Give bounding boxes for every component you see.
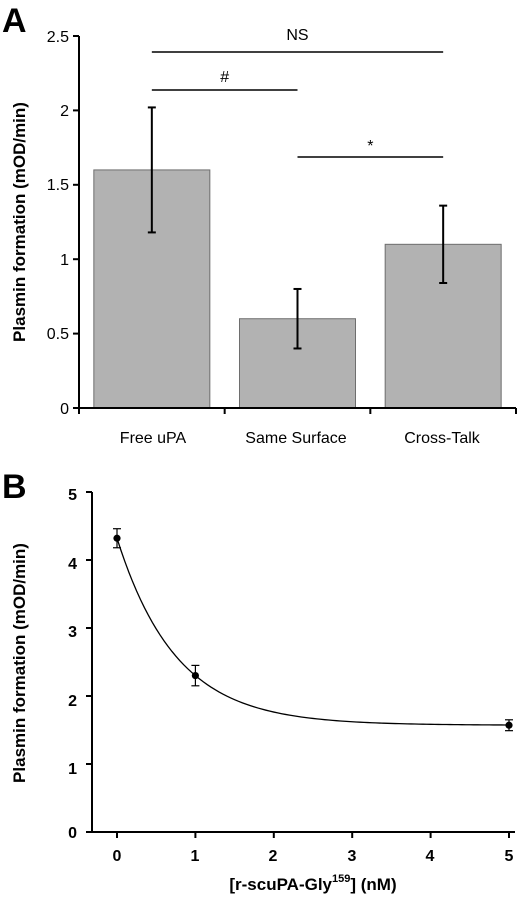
panel-a-significance: NS # * [151,27,444,158]
error-bar [439,204,448,285]
panel-b-x-tick-label: 0 [113,848,122,865]
panel-b-x-tick-label: 4 [426,848,435,865]
panel-b: B Plasmin formation (mOD/min) 0 1 2 3 4 … [2,468,515,894]
panel-b-y-ticks: 0 1 2 3 4 5 [68,487,77,842]
panel-b-x-ticks: 0 1 2 3 4 5 [113,848,514,865]
panel-b-y-tick-label: 5 [68,487,77,504]
panel-a-y-tick-label: 2.5 [47,29,69,46]
panel-a-y-tick-label: 2 [60,103,69,120]
panel-a: A Plasmin formation (mOD/min) 0 0.5 1 1.… [2,2,517,447]
panel-b-x-tick-label: 2 [269,848,278,865]
panel-b-y-tick-label: 4 [68,556,77,573]
panel-a-y-ticks: 0 0.5 1 1.5 2 2.5 [47,29,69,418]
significance-label: # [220,69,229,86]
error-bar [293,287,302,350]
error-bar [147,106,156,234]
panel-b-points [113,534,513,729]
panel-a-x-tick-label: Cross-Talk [404,430,481,447]
panel-b-y-axis-label: Plasmin formation (mOD/min) [10,543,29,783]
panel-a-errorbars [147,106,448,350]
fit-curve [116,538,510,726]
panel-a-y-tick-label: 1 [60,252,69,269]
panel-b-x-axis-label-superscript: 159 [332,873,350,885]
panel-b-x-axis-label-end: ] (nM) [350,875,396,894]
panel-b-errorbars [113,528,513,732]
panel-b-x-axis-label-main: [r-scuPA-Gly [229,875,332,894]
panel-a-y-tick-label: 0.5 [47,326,69,343]
panel-a-x-tick-label: Same Surface [245,430,346,447]
panel-b-y-tick-label: 2 [68,693,77,710]
panel-a-axes [73,35,517,414]
significance-label: NS [286,27,308,44]
panel-b-x-tick-label: 3 [348,848,357,865]
panel-b-y-tick-label: 0 [68,825,77,842]
panel-a-x-tick-labels: Free uPA Same Surface Cross-Talk [120,430,481,447]
panel-a-y-tick-label: 0 [60,401,69,418]
data-point [113,534,121,542]
panel-a-y-axis-label: Plasmin formation (mOD/min) [10,102,29,342]
panel-b-y-tick-label: 3 [68,624,77,641]
panel-a-x-tick-label: Free uPA [120,430,187,447]
panel-a-y-tick-label: 1.5 [47,177,69,194]
panel-b-label: B [2,468,27,506]
panel-b-x-tick-label: 5 [505,848,514,865]
panel-b-fit-curve-group [116,538,510,726]
data-point [191,672,199,680]
panel-b-x-axis-label: [r-scuPA-Gly159] (nM) [229,873,396,894]
significance-label: * [367,138,373,155]
panel-a-label: A [2,2,27,40]
panel-b-x-tick-label: 1 [191,848,200,865]
data-point [505,721,513,729]
panel-b-axes [86,491,515,838]
panel-b-y-tick-label: 1 [68,761,77,778]
